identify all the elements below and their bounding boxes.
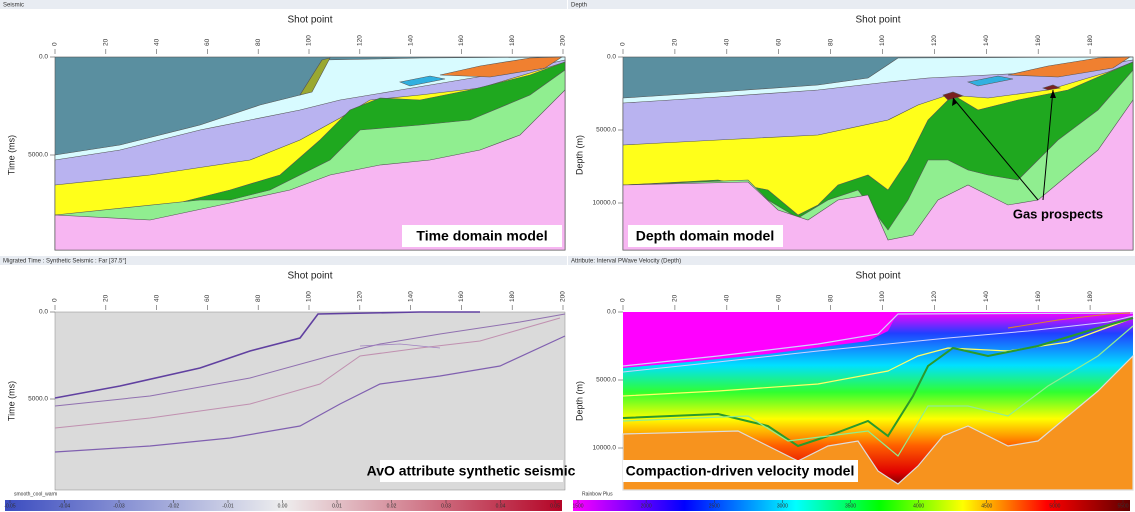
y-tick-label: 0.0 [39,54,48,61]
panel-header: Migrated Time : Synthetic Seismic : Far … [3,259,127,265]
x-tick-label: 80 [827,294,834,302]
x-tick-label: 40 [724,38,731,46]
y-tick-label: 0.0 [607,309,616,316]
colorbar-title: Rainbow Plus [582,491,613,497]
colorbar-tick-label: 1500 [572,503,583,509]
x-tick-label: 20 [672,294,679,302]
colorbar-tick-label: 0.01 [332,503,342,509]
colorbar-tick-label: 0.04 [496,503,506,509]
x-tick-label: 60 [775,294,782,302]
x-tick-label: 0 [620,42,627,46]
x-tick-label: 120 [931,291,938,302]
x-tick-label: 40 [153,38,160,46]
colorbar-tick-label: -0.01 [222,503,234,509]
panel-header: Attribute: Interval PWave Velocity (Dept… [571,259,681,265]
panel-label: Compaction-driven velocity model [626,463,855,479]
panel-label: Depth domain model [636,228,774,244]
y-tick-label: 10000.0 [593,200,617,207]
panel: Migrated Time : Synthetic Seismic : Far … [0,256,576,511]
colorbar-tick-label: 3000 [777,503,788,509]
x-axis-title: Shot point [287,15,332,26]
y-tick-label: 10000.0 [593,445,617,452]
y-tick-label: 5000.0 [596,377,616,384]
page: {"panels": [ {"header": "Seismic", "x_ax… [0,0,1135,512]
colorbar-tick-label: 0.05 [550,503,560,509]
panel-label: Time domain model [416,228,547,244]
x-tick-label: 120 [357,35,364,46]
x-tick-label: 60 [775,38,782,46]
x-tick-label: 140 [983,291,990,302]
colorbar-tick-label: 4000 [913,503,924,509]
colorbar-tick-label: 0.02 [387,503,397,509]
x-tick-label: 0 [52,42,59,46]
colorbar-tick-label: 0.03 [441,503,451,509]
x-tick-label: 60 [204,38,211,46]
x-tick-label: 160 [1035,35,1042,46]
x-tick-label: 180 [1087,35,1094,46]
x-tick-label: 100 [879,291,886,302]
x-tick-label: 80 [255,38,262,46]
colorbar-tick-label: -0.05 [4,503,16,509]
colorbar-tick-label: 5500 [1117,503,1128,509]
colorbar-tick-label: 0.00 [278,503,288,509]
x-tick-label: 20 [103,38,110,46]
panel-header-bar [568,0,1135,9]
colorbar-tick-label: -0.03 [113,503,125,509]
x-tick-label: 160 [458,291,465,302]
x-tick-label: 180 [1087,291,1094,302]
panel-header: Depth [571,3,587,9]
x-tick-label: 100 [306,35,313,46]
x-tick-label: 20 [103,294,110,302]
colorbar-tick-label: -0.02 [168,503,180,509]
x-tick-label: 200 [560,291,567,302]
x-axis-title: Shot point [287,271,332,282]
x-axis-title: Shot point [855,15,900,26]
x-tick-label: 0 [620,298,627,302]
x-tick-label: 20 [672,38,679,46]
x-tick-label: 80 [827,38,834,46]
x-tick-label: 120 [357,291,364,302]
x-tick-label: 0 [52,298,59,302]
x-tick-label: 180 [509,291,516,302]
panel-header: Seismic [3,3,24,9]
screen: Seismic Shot point Time (ms) Time domain… [0,0,1135,512]
x-tick-label: 120 [931,35,938,46]
y-tick-label: 5000.0 [28,152,48,159]
panel: Attribute: Interval PWave Velocity (Dept… [568,256,1135,511]
x-tick-label: 200 [560,35,567,46]
x-tick-label: 100 [879,35,886,46]
y-axis-title: Time (ms) [6,135,16,175]
y-tick-label: 0.0 [607,54,616,61]
x-tick-label: 180 [509,35,516,46]
y-tick-label: 0.0 [39,309,48,316]
x-tick-label: 100 [306,291,313,302]
y-axis-title: Time (ms) [6,381,16,421]
x-tick-label: 40 [724,294,731,302]
panel: Seismic Shot point Time (ms) Time domain… [0,0,567,250]
panel: Depth Shot point Depth (m) Gas prospects… [568,0,1135,250]
x-tick-label: 140 [407,291,414,302]
x-tick-label: 140 [407,35,414,46]
annotation: Gas prospects [1013,206,1103,221]
y-axis-title: Depth (m) [574,381,584,421]
colorbar-tick-label: 2000 [641,503,652,509]
colorbar-tick-label: 2500 [709,503,720,509]
x-tick-label: 160 [458,35,465,46]
colorbar-title: smooth_cool_warm [14,491,57,497]
y-axis-title: Depth (m) [574,135,584,175]
panel-label: AvO attribute synthetic seismic [367,463,576,479]
panel-header-bar [0,0,567,9]
colorbar-tick-label: -0.04 [59,503,71,509]
colorbar-tick-label: 3500 [845,503,856,509]
colorbar-tick-label: 5000 [1049,503,1060,509]
y-tick-label: 5000.0 [28,396,48,403]
x-axis-title: Shot point [855,271,900,282]
x-tick-label: 140 [983,35,990,46]
x-tick-label: 80 [255,294,262,302]
y-tick-label: 5000.0 [596,127,616,134]
x-tick-label: 160 [1035,291,1042,302]
x-tick-label: 60 [204,294,211,302]
colorbar-tick-label: 4500 [981,503,992,509]
x-tick-label: 40 [153,294,160,302]
